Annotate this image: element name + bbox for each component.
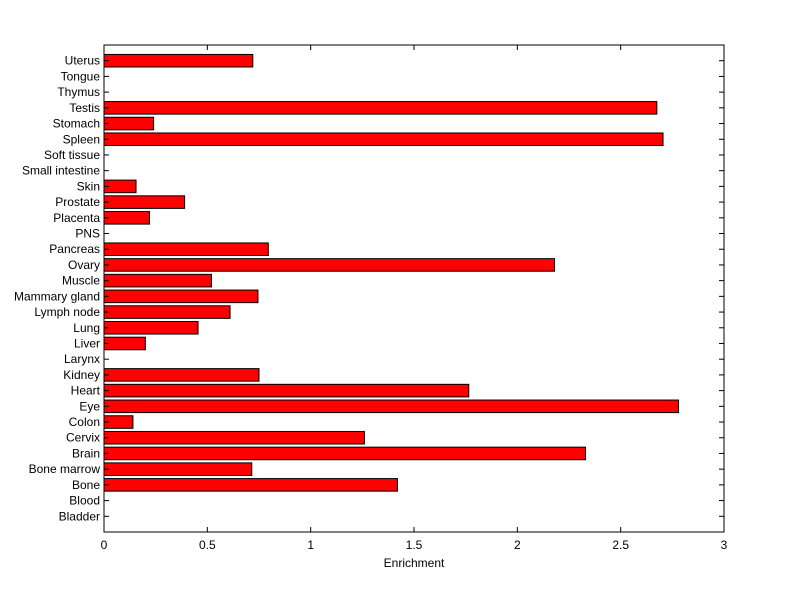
y-tick-label: Lung (73, 321, 100, 335)
bar (103, 101, 658, 115)
x-tick-label: 0.5 (199, 538, 216, 552)
bar (103, 446, 587, 461)
bar (103, 368, 260, 382)
bar (103, 195, 186, 209)
y-tick-label: Blood (69, 494, 100, 508)
bar (103, 289, 259, 304)
y-tick-label: Cervix (66, 431, 100, 445)
bar (103, 305, 231, 319)
y-tick-label: Brain (72, 446, 100, 460)
y-tick-label: Bone marrow (29, 462, 101, 476)
y-tick-label: Kidney (63, 368, 100, 382)
y-tick-label: Stomach (53, 117, 100, 131)
y-tick-label: Bladder (59, 509, 100, 523)
bar (103, 336, 146, 351)
x-tick-label: 2 (514, 538, 521, 552)
plot-frame (103, 44, 725, 533)
x-axis-label: Enrichment (384, 556, 445, 570)
y-tick-label: Larynx (64, 352, 100, 366)
bar (103, 116, 155, 131)
y-tick-label: Muscle (62, 274, 100, 288)
bar (103, 430, 365, 445)
y-tick-label: Liver (74, 336, 100, 350)
y-tick-label: Prostate (55, 195, 100, 209)
bar (103, 478, 398, 492)
bar (103, 258, 556, 272)
y-tick-label: Colon (69, 415, 100, 429)
y-tick-label: Uterus (65, 54, 100, 68)
bar (103, 399, 680, 414)
y-tick-label: Mammary gland (14, 289, 100, 303)
y-tick-label: Spleen (63, 132, 100, 146)
x-tick-label: 0 (101, 538, 108, 552)
y-tick-label: Skin (77, 179, 100, 193)
bar (103, 273, 212, 288)
bar (103, 320, 199, 335)
x-tick-label: 3 (721, 538, 728, 552)
y-tick-label: Heart (71, 384, 101, 398)
y-tick-label: Thymus (57, 85, 100, 99)
y-tick-label: Ovary (68, 258, 100, 272)
bar (103, 383, 470, 398)
x-tick-label: 1 (307, 538, 314, 552)
y-tick-label: Placenta (53, 211, 100, 225)
y-tick-label: Testis (69, 101, 100, 115)
y-tick-label: Pancreas (49, 242, 100, 256)
y-tick-label: Bone (72, 478, 100, 492)
y-tick-label: Small intestine (22, 164, 100, 178)
bar (103, 211, 150, 225)
x-tick-label: 1.5 (406, 538, 423, 552)
y-tick-label: Lymph node (34, 305, 100, 319)
y-tick-label: Tongue (61, 69, 101, 83)
bar (103, 132, 664, 147)
bar (103, 462, 253, 476)
y-tick-label: Soft tissue (44, 148, 100, 162)
bar (103, 53, 254, 68)
y-tick-label: Eye (79, 399, 100, 413)
bar (103, 242, 269, 257)
y-tick-label: PNS (75, 227, 100, 241)
x-tick-label: 2.5 (612, 538, 629, 552)
